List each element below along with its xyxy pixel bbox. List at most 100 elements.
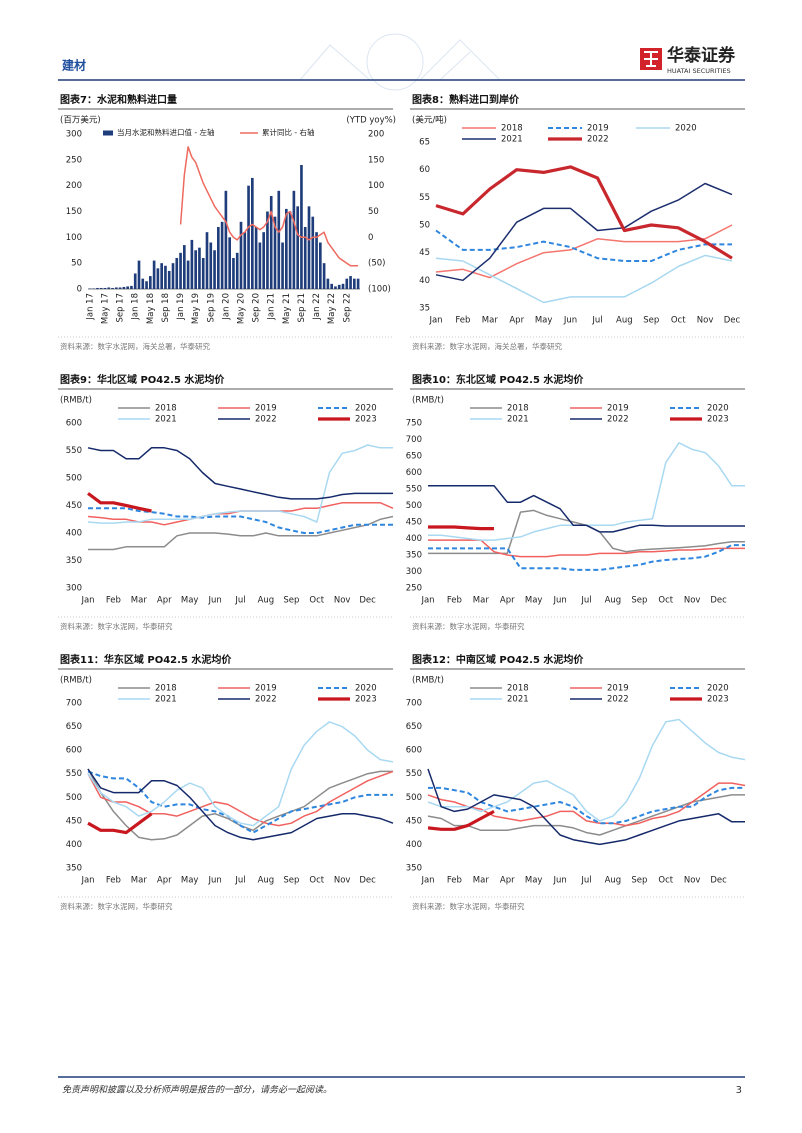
y2-tick-label: (50) <box>368 259 385 269</box>
y2-tick-label: 200 <box>368 130 384 140</box>
bar <box>115 287 118 289</box>
x-tick-label: Jun <box>552 596 566 606</box>
bar <box>205 232 209 289</box>
legend-label: 2021 <box>507 415 529 425</box>
legend-label: 2019 <box>587 124 609 134</box>
legend-label: 2022 <box>607 415 629 425</box>
legend-label: 2018 <box>501 124 523 134</box>
y-tick-label: 650 <box>66 722 82 732</box>
series-line <box>427 809 495 831</box>
bar <box>99 287 103 289</box>
y-tick-label: 450 <box>66 816 82 826</box>
bar <box>232 258 235 289</box>
bar <box>322 263 326 289</box>
bar <box>288 211 292 289</box>
series-line <box>435 254 733 304</box>
chart-title: 图表7：水泥和熟料进口量 <box>60 93 177 106</box>
bar <box>175 258 179 289</box>
x-tick-label: May 17 <box>101 293 111 324</box>
x-tick-label: Jun <box>563 316 577 326</box>
x-tick-label: Sep 22 <box>342 293 352 323</box>
x-tick-label: Sep 21 <box>297 293 307 323</box>
x-tick-label: Mar <box>131 876 148 886</box>
x-tick-label: Apr <box>509 316 524 326</box>
bar <box>209 242 213 289</box>
series-line <box>428 544 745 571</box>
legend-label: 2023 <box>355 415 377 425</box>
x-tick-label: Apr <box>157 596 172 606</box>
logo-name: 华泰证券 <box>667 45 736 66</box>
legend-label: 2022 <box>255 415 277 425</box>
legend-label: 2020 <box>675 124 697 134</box>
legend-swatch <box>103 130 113 136</box>
x-tick-label: Jan <box>428 316 442 326</box>
x-tick-label: Feb <box>455 316 470 326</box>
header-decoration <box>299 33 501 91</box>
bar <box>292 190 296 289</box>
disclaimer: 免责声明和披露以及分析师声明是报告的一部分，请务必一起阅读。 <box>62 1085 332 1096</box>
x-tick-label: Mar <box>482 316 499 326</box>
y-axis-unit: (RMB/t) <box>412 396 444 406</box>
legend-label: 2021 <box>155 695 177 705</box>
x-tick-label: May 20 <box>237 293 247 324</box>
y-tick-label: 600 <box>66 746 82 756</box>
y-tick-label: 600 <box>406 468 422 478</box>
legend-label: 2022 <box>607 695 629 705</box>
series-line <box>87 447 393 500</box>
x-tick-label: Feb <box>447 876 462 886</box>
bar <box>251 177 254 289</box>
y-tick-label: 65 <box>419 138 430 148</box>
series-line <box>87 721 394 827</box>
legend-label: 2023 <box>355 695 377 705</box>
x-tick-label: Aug <box>258 596 275 606</box>
bar <box>186 260 190 289</box>
x-tick-label: Dec <box>724 316 741 326</box>
legend-label: 2022 <box>255 695 277 705</box>
x-tick-label: Sep 17 <box>116 293 126 323</box>
x-tick-label: Nov <box>684 596 701 606</box>
bar <box>190 239 194 289</box>
source-note: 资料来源：数字水泥网，华泰研究 <box>412 621 525 631</box>
x-tick-label: May <box>525 876 543 886</box>
y-tick-label: 0 <box>77 285 82 295</box>
x-tick-label: May 21 <box>282 293 292 324</box>
legend-label: 2018 <box>155 684 177 694</box>
x-tick-label: Oct <box>309 596 324 606</box>
source-note: 资料来源：数字水泥网，华泰研究 <box>412 901 525 911</box>
bar <box>171 263 175 289</box>
x-tick-label: May 22 <box>327 293 337 324</box>
y-tick-label: 500 <box>406 793 422 803</box>
x-tick-label: Feb <box>106 876 121 886</box>
y-tick-label: 350 <box>406 864 422 874</box>
series-line <box>427 768 745 846</box>
bar <box>281 242 284 289</box>
y-tick-label: 400 <box>406 534 422 544</box>
y-tick-label: 650 <box>406 722 422 732</box>
x-tick-label: May 19 <box>191 293 201 324</box>
y-tick-label: 300 <box>66 130 82 140</box>
y-tick-label: 400 <box>66 840 82 850</box>
y-axis-unit: (百万美元) <box>60 115 101 126</box>
y-tick-label: 40 <box>419 276 430 286</box>
legend-label: 2021 <box>507 695 529 705</box>
x-tick-label: Dec <box>359 596 376 606</box>
x-tick-label: Jul <box>580 876 591 886</box>
y-tick-label: 550 <box>406 769 422 779</box>
y-tick-label: 350 <box>66 864 82 874</box>
legend-label: 2021 <box>501 135 523 145</box>
bar <box>179 252 182 289</box>
bar <box>217 227 220 289</box>
bar <box>296 206 299 289</box>
y-axis-unit: (RMB/t) <box>412 676 444 686</box>
bar <box>254 227 258 289</box>
bar <box>88 288 92 289</box>
source-note: 资料来源：数字水泥网，华泰研究 <box>60 621 173 631</box>
y-tick-label: 50 <box>71 259 82 269</box>
y-tick-label: 700 <box>406 699 422 709</box>
bar <box>247 185 250 289</box>
chart-title: 图表12：中南区域 PO42.5 水泥均价 <box>412 653 584 666</box>
y-tick-label: 500 <box>406 501 422 511</box>
bar <box>167 270 171 289</box>
